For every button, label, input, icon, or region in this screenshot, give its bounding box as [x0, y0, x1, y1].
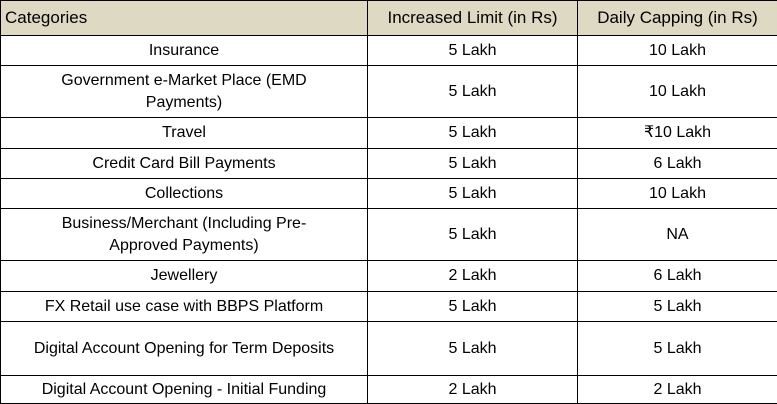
value-cell: 5 Lakh	[578, 322, 777, 376]
value-cell: 5 Lakh	[368, 36, 578, 66]
value-cell: 10 Lakh	[578, 179, 777, 209]
value-cell: 5 Lakh	[368, 66, 578, 118]
value-cell: 10 Lakh	[578, 36, 777, 66]
value-cell: 6 Lakh	[578, 261, 777, 292]
table-row: Government e-Market Place (EMD Payments)…	[1, 66, 777, 118]
value-cell: 5 Lakh	[368, 149, 578, 179]
table-row: Digital Account Opening for Term Deposit…	[1, 322, 777, 376]
header-cell: Categories	[1, 1, 368, 36]
value-cell: 2 Lakh	[368, 376, 578, 404]
value-cell: NA	[578, 209, 777, 261]
value-cell: 5 Lakh	[368, 292, 578, 322]
value-cell: 10 Lakh	[578, 66, 777, 118]
value-cell: 5 Lakh	[368, 118, 578, 149]
value-cell: 5 Lakh	[368, 179, 578, 209]
category-cell: Digital Account Opening for Term Deposit…	[1, 322, 368, 376]
category-cell: Collections	[1, 179, 368, 209]
category-cell: Government e-Market Place (EMD Payments)	[1, 66, 368, 118]
value-cell: 5 Lakh	[578, 292, 777, 322]
category-cell: Travel	[1, 118, 368, 149]
table-row: Digital Account Opening - Initial Fundin…	[1, 376, 777, 404]
category-cell: Jewellery	[1, 261, 368, 292]
category-cell: Business/Merchant (Including Pre-Approve…	[1, 209, 368, 261]
header-cell: Increased Limit (in Rs)	[368, 1, 578, 36]
category-cell: Insurance	[1, 36, 368, 66]
category-cell: Credit Card Bill Payments	[1, 149, 368, 179]
value-cell: 2 Lakh	[578, 376, 777, 404]
table-row: Business/Merchant (Including Pre-Approve…	[1, 209, 777, 261]
value-cell: 5 Lakh	[368, 209, 578, 261]
header-cell: Daily Capping (in Rs)	[578, 1, 777, 36]
value-cell: ₹10 Lakh	[578, 118, 777, 149]
value-cell: 2 Lakh	[368, 261, 578, 292]
category-cell: Digital Account Opening - Initial Fundin…	[1, 376, 368, 404]
value-cell: 5 Lakh	[368, 322, 578, 376]
value-cell: 6 Lakh	[578, 149, 777, 179]
category-cell: FX Retail use case with BBPS Platform	[1, 292, 368, 322]
